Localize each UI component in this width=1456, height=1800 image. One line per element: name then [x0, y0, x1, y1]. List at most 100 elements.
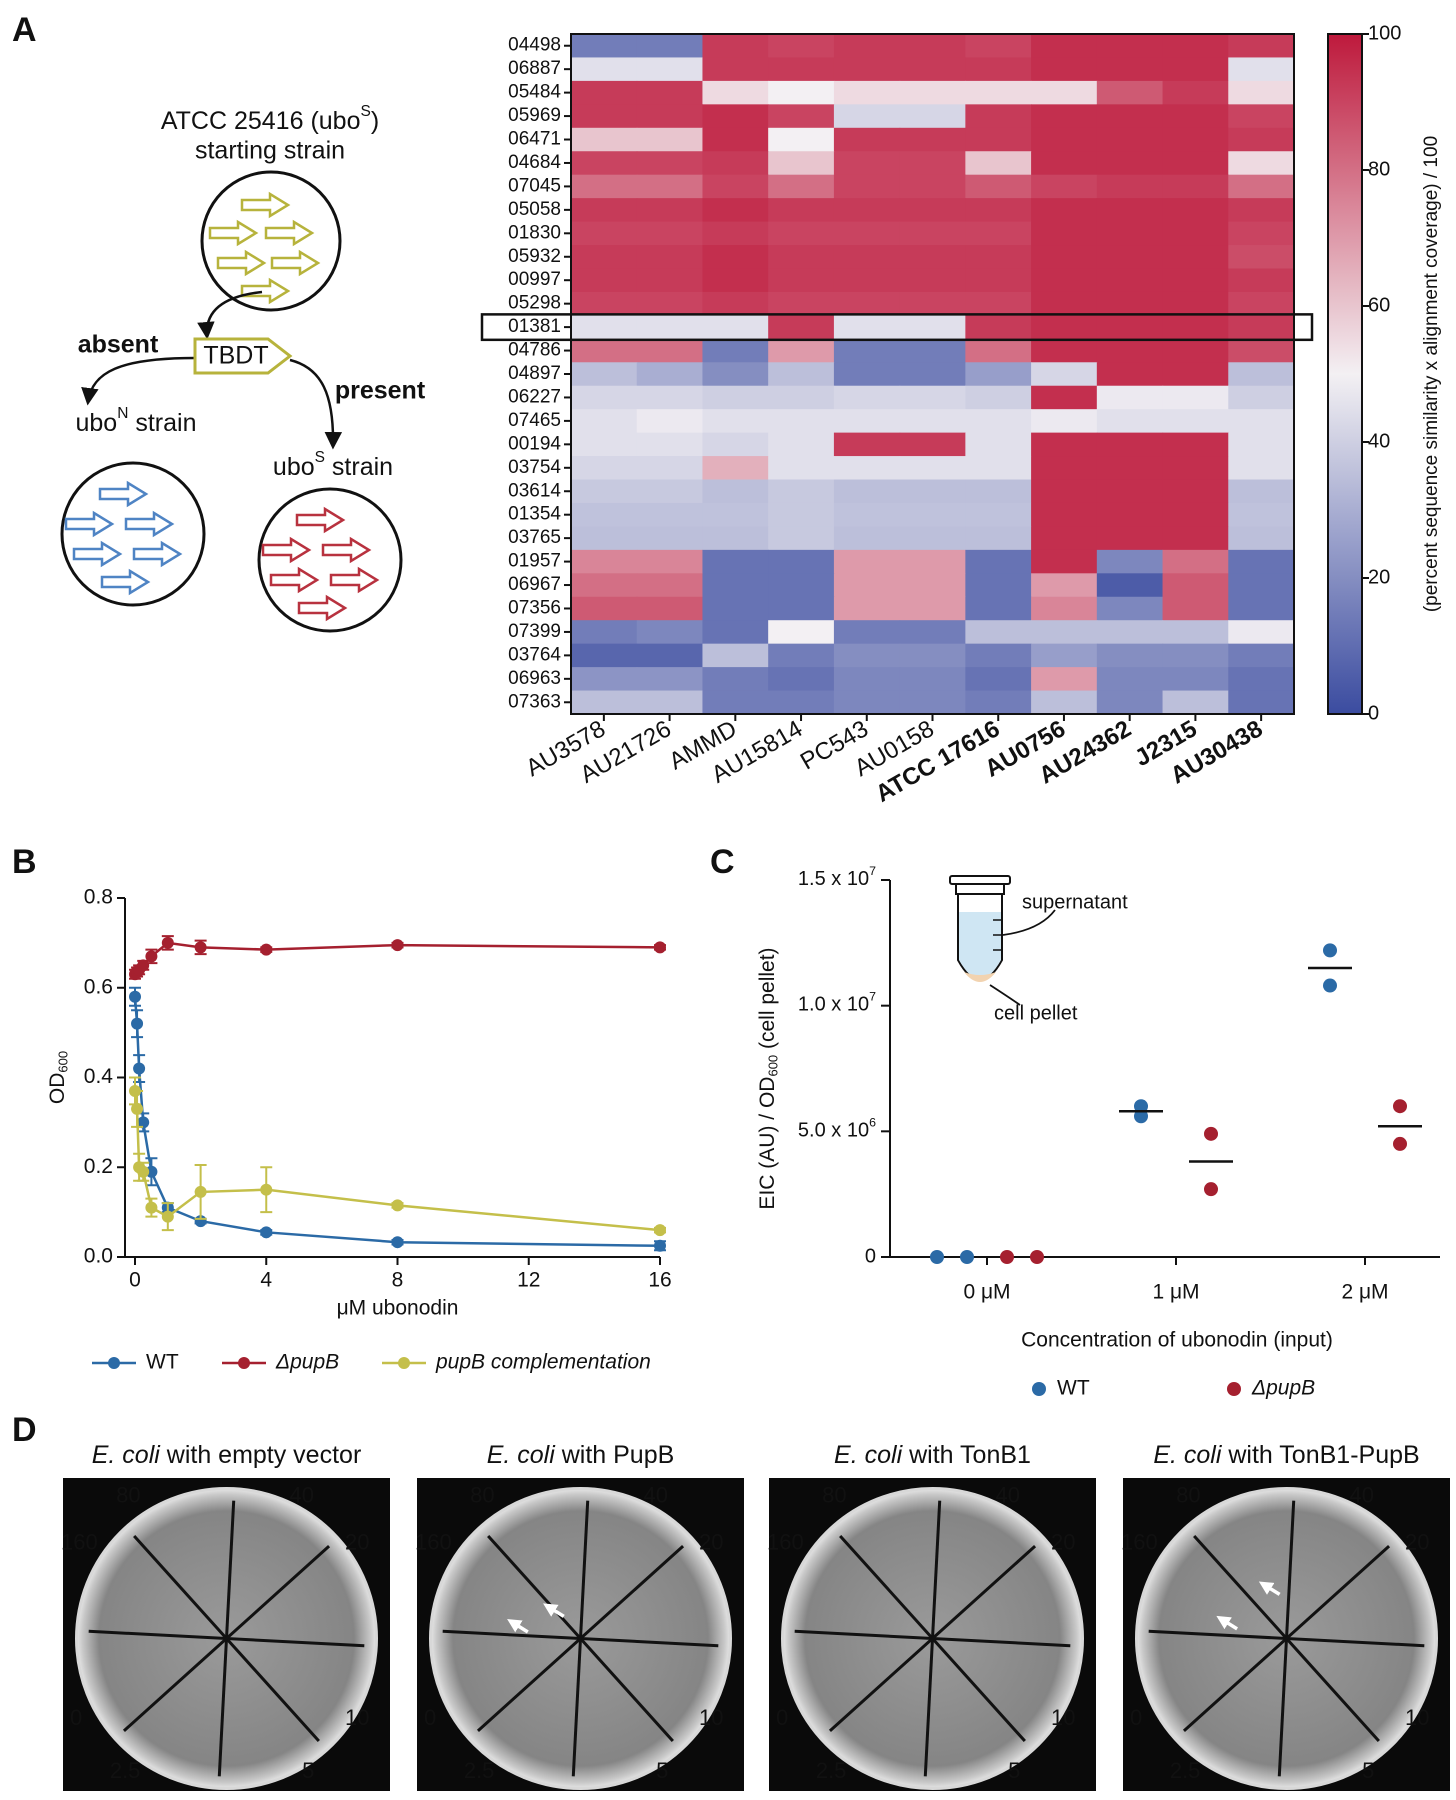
heatmap-cell: [1031, 338, 1098, 363]
colorbar-tick-label: 0: [1368, 702, 1379, 724]
text-part: with TonB1: [902, 1441, 1031, 1469]
heatmap-cell: [768, 362, 835, 387]
row-label: 04786: [508, 340, 561, 361]
cell: [60, 461, 206, 607]
heatmap-cell: [1162, 549, 1229, 574]
heatmap-cell: [571, 221, 638, 246]
heatmap-cell: [1096, 34, 1164, 59]
heatmap-cell: [899, 456, 966, 481]
heatmap-cell: [833, 34, 901, 59]
heatmap-cell: [768, 291, 835, 316]
heatmap-cell: [899, 362, 966, 387]
heatmap-cell: [1162, 245, 1229, 270]
heatmap-cell: [899, 151, 966, 176]
heatmap-cell: [1228, 80, 1295, 105]
concentration-label: 80: [822, 1483, 846, 1508]
heatmap-cell: [1096, 573, 1164, 598]
heatmap-cell: [965, 549, 1032, 574]
concentration-label: 80: [116, 1483, 140, 1508]
halo-arrow: [1216, 1615, 1239, 1631]
heatmap-cell: [833, 151, 901, 176]
concentration-label: 20: [1405, 1530, 1429, 1555]
heatmap-cell: [1162, 409, 1229, 434]
flow-arrow: [197, 290, 263, 340]
point: [145, 1201, 158, 1214]
heatmap-cell: [1162, 198, 1229, 223]
heatmap-cell: [1162, 315, 1229, 340]
heatmap-cell: [833, 643, 901, 668]
heatmap-cell: [1096, 385, 1164, 410]
text-part: 600: [56, 1051, 71, 1073]
point: [654, 1224, 666, 1237]
series-line: [133, 1090, 661, 1232]
heatmap-cell: [1096, 221, 1164, 246]
tube-icon: [949, 875, 1056, 1006]
heatmap-cell: [1031, 456, 1098, 481]
heatmap-cell: [1228, 456, 1295, 481]
heatmap-cell: [571, 104, 638, 129]
heatmap-cell: [899, 643, 966, 668]
sector-line: [476, 1545, 685, 1732]
heatmap-cell: [702, 643, 769, 668]
heatmap-cell: [768, 596, 835, 621]
text-part: ubo: [273, 453, 315, 481]
heatmap-cell: [571, 174, 638, 199]
heatmap-cell: [1096, 198, 1164, 223]
concentration-label: 10: [1405, 1705, 1429, 1730]
gene-arrow: [216, 249, 267, 277]
heatmap-cell: [702, 432, 769, 457]
point: [260, 1226, 273, 1239]
heatmap-cell: [571, 268, 638, 293]
point: [1204, 1182, 1218, 1197]
legend-label: ΔpupB: [1251, 1377, 1315, 1400]
gene-arrow: [270, 249, 321, 277]
heatmap-cell: [636, 690, 704, 715]
heatmap-cell: [1031, 315, 1098, 340]
annotation: supernatant: [1022, 891, 1128, 913]
legend-label: ΔpupB: [275, 1351, 339, 1374]
heatmap-cell: [1162, 362, 1229, 387]
text-part: S: [315, 449, 325, 466]
row-label: 06887: [508, 58, 561, 79]
heatmap-cell: [768, 80, 835, 105]
heatmap-cell: [768, 34, 835, 59]
heatmap-cell: [899, 127, 966, 152]
heatmap-cell: [1096, 479, 1164, 504]
concentration-label: 5: [302, 1758, 314, 1783]
heatmap-cell: [1228, 573, 1295, 598]
heatmap-cell: [899, 479, 966, 504]
strain-label: uboN strain: [75, 405, 196, 437]
heatmap-cell: [636, 221, 704, 246]
heatmap-cell: [899, 245, 966, 270]
heatmap-cell: [636, 409, 704, 434]
heatmap-cell: [833, 104, 901, 129]
row-label: 01354: [508, 504, 561, 525]
heatmap-cell: [899, 198, 966, 223]
legend-marker: [1227, 1382, 1241, 1396]
heatmap-cell: [702, 502, 769, 528]
heatmap-cell: [899, 80, 966, 105]
heatmap-cell: [1096, 174, 1164, 199]
point: [260, 943, 273, 956]
heatmap-cell: [899, 268, 966, 293]
series-line: [133, 996, 661, 1248]
heatmap-cell: [702, 620, 769, 645]
heatmap-cell: [899, 409, 966, 434]
heatmap-cell: [899, 34, 966, 59]
text-part: E. coli: [487, 1441, 557, 1469]
gene-box: [193, 337, 293, 375]
heatmap-cell: [571, 690, 638, 715]
x-tick-label: 8: [392, 1269, 404, 1292]
heatmap-cell: [899, 690, 966, 715]
heatmap-cell: [899, 338, 966, 363]
row-label: 03765: [508, 527, 561, 548]
heatmap-cell: [702, 127, 769, 152]
heatmap-cell: [1162, 268, 1229, 293]
heatmap-cell: [768, 549, 835, 574]
heatmap-cell: [833, 245, 901, 270]
point: [137, 1165, 150, 1178]
concentration-label: 2.5: [110, 1758, 141, 1783]
heatmap-cell: [768, 667, 835, 692]
heatmap-cell: [1096, 456, 1164, 481]
heatmap-cell: [768, 57, 835, 82]
